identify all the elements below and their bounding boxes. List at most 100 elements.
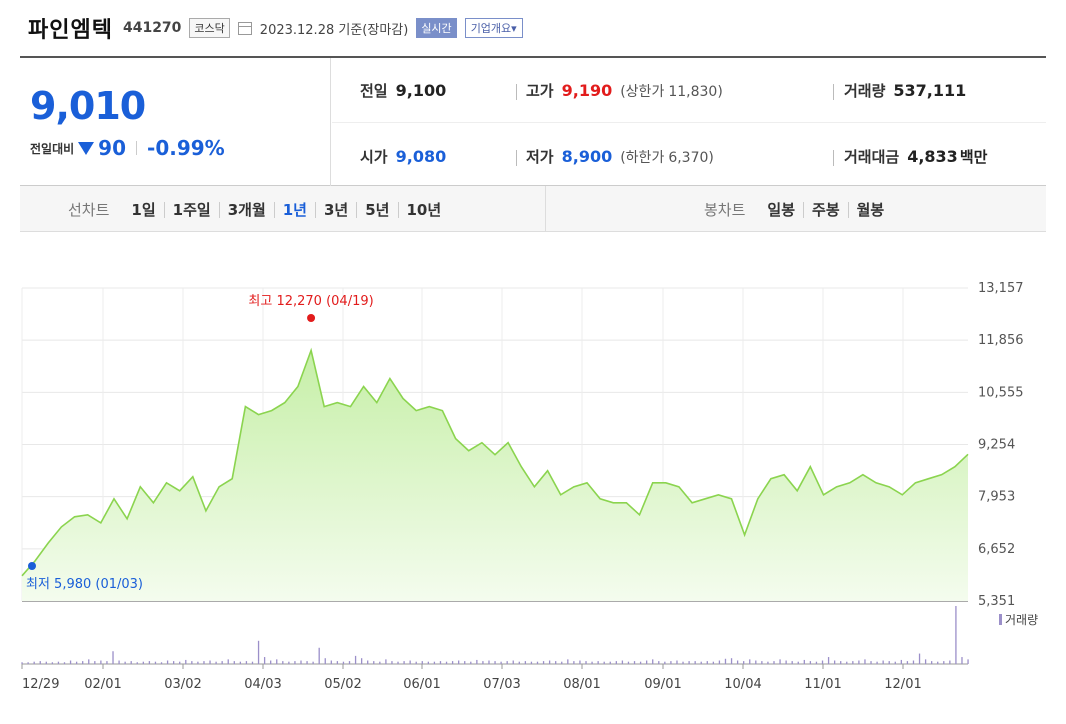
volume-bar [294,661,296,664]
tab-3y[interactable]: 3년 [315,201,356,218]
volume-bar [379,661,381,664]
current-price: 9,010 [30,84,146,128]
volume-bar [694,661,696,664]
volume-bar [173,661,175,664]
volume-bar [597,661,599,664]
volume-bar [700,661,702,664]
volume-bar [567,659,569,664]
volume-bar [221,661,223,664]
volume-bar [69,660,72,664]
volume-bar [403,661,405,664]
volume-bar [918,653,921,664]
volume-bar [500,661,502,664]
volume-bar [506,661,508,664]
high-value: 9,190 [561,81,613,100]
volume-bar [191,661,193,664]
upper-limit-label: (상한가 [620,84,665,100]
volume-bar [45,661,47,664]
volume-bar [706,661,708,664]
volume-bar [397,661,399,664]
volume-bar [263,657,266,664]
low-label: 저가 [526,148,554,166]
tab-10y[interactable]: 10년 [397,201,450,218]
volume-bar [555,661,557,664]
min-point-marker [28,562,36,570]
row-divider [332,122,1046,123]
volume-bar [470,661,472,664]
volume-bar [688,661,690,664]
volume-bar [439,661,442,664]
volume-bar [755,660,757,664]
price-change: 전일대비 90 -0.99% [30,136,225,160]
realtime-button[interactable]: 실시간 [416,18,457,38]
x-tick-label: 10/04 [724,677,761,692]
volume-bar [39,661,41,664]
volume-bar [603,661,605,664]
volume-bar [306,661,308,664]
volume-bar [118,660,120,664]
volume-bar [573,661,575,664]
volume-bar [924,659,927,664]
volume-bar [75,661,78,664]
lower-limit-label: (하한가 [620,150,665,166]
volume-bar [815,661,818,664]
volume-bar [591,661,593,664]
volume-bar [166,660,169,664]
volume-bar [282,661,284,664]
tab-1w[interactable]: 1주일 [163,201,219,218]
volume-bar [530,661,533,664]
volume-bar [51,662,54,664]
volume-bar [931,661,933,664]
x-tick-label: 07/03 [483,677,520,692]
volume-bar [548,660,551,664]
volume-legend-swatch [999,614,1002,625]
tab-weekly[interactable]: 주봉 [803,201,848,218]
tab-1y[interactable]: 1년 [273,201,315,218]
x-tick-label: 05/02 [324,677,361,692]
volume-bar [488,660,490,664]
stock-code: 441270 [122,20,182,36]
tab-1d[interactable]: 1일 [131,200,156,219]
volume-bar [33,661,35,664]
company-overview-dropdown[interactable]: 기업개요▾ [464,18,523,38]
volume-bar [342,661,345,664]
volume-bar [876,661,878,664]
volume-bar [821,660,824,664]
trade-amount: 거래대금 4,833 백만 [844,146,987,167]
volume-bar [512,660,514,664]
volume-bar [348,661,351,664]
divider [516,150,517,166]
y-tick-label: 6,652 [978,542,1015,557]
volume-bar [318,647,320,664]
max-point-marker [307,314,316,322]
volume-bar [967,659,969,664]
lower-limit-value: 6,370) [668,150,714,166]
y-tick-label: 7,953 [978,490,1015,505]
volume-bar [809,661,812,664]
chart-period-tabs: 선차트 1일 1주일 3개월 1년 3년 5년 10년 봉차트 일봉 주봉 월봉 [20,186,1046,232]
volume-bar [106,661,108,664]
volume-bar [312,661,314,664]
market-badge: 코스닥 [189,18,230,38]
divider [833,84,834,100]
tab-3m[interactable]: 3개월 [218,201,274,218]
volume-bar [257,640,260,664]
y-tick-label: 10,555 [978,385,1024,400]
volume-bar [730,658,733,664]
tab-monthly[interactable]: 월봉 [847,201,893,218]
x-tick-label: 04/03 [244,677,281,692]
tab-5y[interactable]: 5년 [356,201,397,218]
volume-bar [354,655,357,664]
volume-bar [27,662,29,664]
y-tick-label: 9,254 [978,438,1015,453]
volume-bar [203,661,205,664]
volume-bar [239,661,242,664]
high-price: 고가 9,190 (상한가 11,830) [526,80,723,101]
volume-legend-label: 거래량 [1005,613,1038,627]
volume-bar [160,662,163,664]
low-value: 8,900 [561,147,613,166]
tab-daily[interactable]: 일봉 [767,200,796,219]
volume-bar [579,660,581,664]
volume-bar [142,661,144,664]
volume-bar [585,661,587,664]
